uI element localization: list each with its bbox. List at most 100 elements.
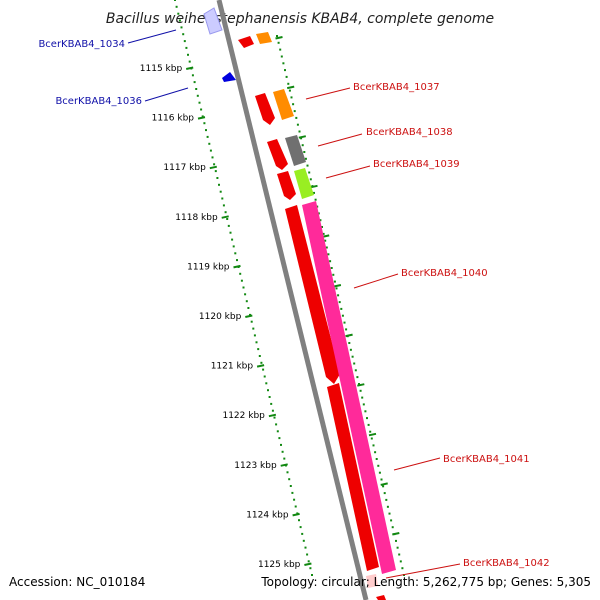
ruler-dot (206, 135, 209, 138)
ruler-dot (196, 94, 199, 97)
ruler-dot (219, 190, 222, 193)
ruler-dot (239, 272, 242, 275)
track-dot (296, 123, 299, 126)
gene-feature-red-1041[interactable] (327, 383, 379, 571)
ruler-dot (271, 409, 274, 412)
gene-feature-magenta-1040[interactable] (302, 201, 396, 574)
ruler-dot (249, 313, 251, 316)
gene-feature-light-red-1042[interactable] (366, 574, 378, 588)
ruler-dot (247, 307, 250, 309)
gene-feature-red-1042[interactable] (376, 595, 386, 600)
ruler-dot (185, 46, 188, 49)
track-dot (354, 369, 357, 372)
track-dot (348, 342, 351, 344)
ruler-tick-label: 1121 kbp (211, 362, 254, 372)
leader-line-1037 (305, 87, 351, 100)
ruler-dot (187, 53, 189, 56)
ruler-dot (288, 478, 291, 481)
track-dot (401, 567, 404, 570)
gene-label-1034[interactable]: BcerKBAB4_1034 (38, 39, 125, 50)
ruler-dot (224, 211, 227, 214)
ruler-tick (197, 116, 206, 120)
track-dot (279, 48, 282, 51)
ruler-dot (299, 526, 302, 529)
ruler-tick (245, 314, 253, 318)
map-title: Bacillus weihenstephanensis KBAB4, compl… (106, 11, 494, 27)
track-dot (378, 471, 381, 474)
track-dot (369, 430, 372, 433)
ruler-dot (214, 170, 217, 173)
ruler-tick (185, 66, 194, 70)
gene-feature-red-1040[interactable] (285, 205, 340, 384)
ruler-dot (226, 218, 229, 220)
gene-label-1039[interactable]: BcerKBAB4_1039 (373, 159, 460, 170)
track-dot (288, 89, 291, 92)
ruler-dot (174, 0, 176, 1)
track-dot (338, 301, 341, 304)
gene-feature-red-1038[interactable] (267, 139, 288, 170)
track-dot (359, 389, 362, 392)
gene-label-1038[interactable]: BcerKBAB4_1038 (366, 127, 453, 138)
track-dot (341, 314, 344, 317)
gene-label-1041[interactable]: BcerKBAB4_1041 (443, 454, 530, 465)
ruler-dot (198, 101, 201, 104)
ruler-dot (193, 81, 196, 84)
track-tick (345, 333, 353, 338)
ruler-dot (231, 238, 234, 241)
accession-text: Accession: NC_010184 (9, 575, 145, 589)
ruler-dot (245, 300, 248, 303)
ruler-dot (309, 567, 312, 570)
gene-label-1042[interactable]: BcerKBAB4_1042 (463, 558, 550, 569)
track-dot (375, 458, 378, 460)
track-dot (319, 219, 322, 222)
track-dot (361, 396, 364, 399)
ruler-dot (183, 40, 186, 43)
ruler-dot (205, 129, 207, 132)
track-dot (385, 498, 388, 501)
ruler-dot (265, 382, 268, 385)
track-dot (309, 178, 312, 181)
gene-label-1036[interactable]: BcerKBAB4_1036 (55, 96, 142, 107)
track-dot (325, 246, 328, 249)
track-dot (276, 35, 278, 37)
ruler-tick-label: 1116 kbp (152, 114, 195, 124)
ruler-tick-label: 1125 kbp (258, 560, 301, 570)
ruler-dot (263, 375, 266, 378)
track-dot (327, 253, 330, 256)
ruler-dot (286, 471, 289, 474)
gene-feature-red-1037[interactable] (255, 93, 275, 125)
track-dot (324, 239, 327, 242)
ruler-dot (203, 122, 206, 125)
gene-label-1037[interactable]: BcerKBAB4_1037 (353, 82, 440, 93)
track-dot (330, 267, 333, 269)
track-dot (292, 103, 295, 106)
gene-label-1040[interactable]: BcerKBAB4_1040 (401, 268, 488, 279)
gene-feature-lime-1039[interactable] (294, 168, 314, 199)
ruler-tick-label: 1117 kbp (163, 163, 206, 173)
ruler-dot (200, 108, 203, 111)
track-tick (368, 432, 377, 437)
gene-feature-orange-1037[interactable] (273, 89, 294, 120)
gene-feature-red-small[interactable] (238, 36, 254, 48)
track-dot (295, 116, 298, 119)
ruler-dot (257, 348, 260, 351)
ruler-dot (182, 33, 185, 36)
genome-backbone (216, 0, 369, 600)
ruler-tick-label: 1115 kbp (140, 64, 183, 74)
track-dot (388, 512, 391, 515)
ruler-dot (255, 341, 258, 344)
ruler-dot (273, 416, 276, 419)
ruler-dot (195, 88, 198, 90)
track-dot (322, 232, 325, 235)
gene-feature-light-blue[interactable] (203, 7, 223, 35)
track-dot (301, 144, 304, 147)
track-tick (298, 135, 307, 139)
gene-feature-red-1039[interactable] (277, 171, 296, 200)
gene-feature-gray-1038[interactable] (285, 135, 306, 166)
track-dot (353, 362, 356, 365)
gene-feature-blue[interactable] (222, 72, 236, 82)
track-dot (293, 110, 296, 113)
ruler-tick (292, 512, 300, 517)
gene-feature-orange-small[interactable] (256, 32, 272, 44)
track-tick (310, 184, 318, 189)
